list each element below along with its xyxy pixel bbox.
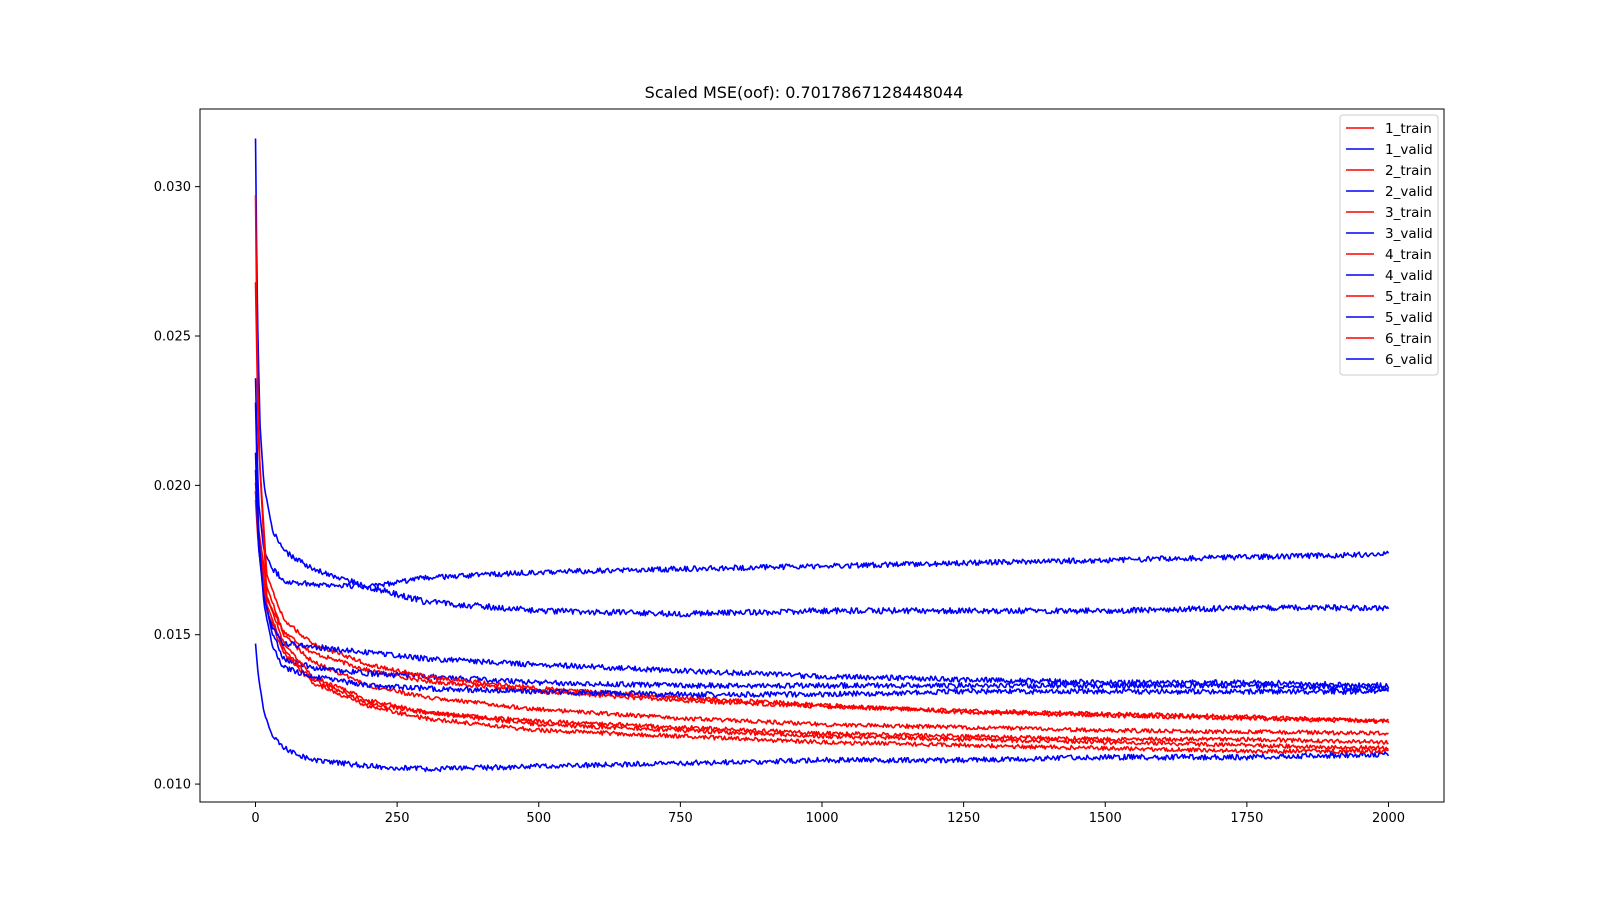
legend-label: 2_valid bbox=[1385, 184, 1433, 200]
series-line-3_valid bbox=[254, 643, 1390, 773]
x-tick-label: 250 bbox=[385, 811, 410, 826]
legend-label: 2_train bbox=[1385, 163, 1432, 179]
series-line-4_train bbox=[254, 491, 1389, 751]
series-line-5_train bbox=[254, 499, 1389, 755]
series-line-4_valid bbox=[254, 138, 1390, 590]
legend-label: 1_train bbox=[1385, 121, 1432, 137]
legend-label: 1_valid bbox=[1385, 142, 1433, 158]
legend-label: 3_train bbox=[1385, 205, 1432, 221]
legend-entry-2_valid: 2_valid bbox=[1346, 184, 1433, 200]
x-tick-label: 1750 bbox=[1230, 811, 1263, 826]
series-line-3_train bbox=[254, 282, 1389, 724]
legend-entry-3_train: 3_train bbox=[1346, 205, 1432, 221]
legend-entry-4_valid: 4_valid bbox=[1346, 268, 1433, 284]
x-tick-label: 750 bbox=[668, 811, 693, 826]
legend-entry-1_valid: 1_valid bbox=[1346, 142, 1433, 158]
legend-entry-6_valid: 6_valid bbox=[1346, 352, 1433, 368]
x-tick-label: 1000 bbox=[805, 811, 838, 826]
series-line-1_valid bbox=[254, 378, 1390, 618]
chart-title: Scaled MSE(oof): 0.7017867128448044 bbox=[645, 83, 964, 102]
legend-label: 3_valid bbox=[1385, 226, 1433, 242]
legend-label: 6_valid bbox=[1385, 352, 1433, 368]
legend: 1_train 1_valid 2_train 2_valid 3_train 3_val… bbox=[1339, 114, 1439, 376]
legend-label: 5_valid bbox=[1385, 310, 1433, 326]
axes-layer: 0 250 500 750 1000 1250 1500 1750 2000 0.010 0.015… bbox=[154, 108, 1445, 826]
legend-label: 5_train bbox=[1385, 289, 1432, 305]
legend-label: 4_train bbox=[1385, 247, 1432, 263]
x-tick-label: 1250 bbox=[947, 811, 980, 826]
x-tick-label: 1500 bbox=[1089, 811, 1122, 826]
x-tick-label: 0 bbox=[251, 811, 259, 826]
legend-entry-2_train: 2_train bbox=[1346, 163, 1432, 179]
series-line-5_valid bbox=[254, 469, 1390, 689]
y-tick-label: 0.015 bbox=[154, 628, 191, 643]
series-line-2_train bbox=[254, 482, 1389, 736]
x-tick-label: 500 bbox=[526, 811, 551, 826]
y-tick-label: 0.030 bbox=[154, 180, 191, 195]
legend-entry-5_train: 5_train bbox=[1346, 289, 1432, 305]
y-tick-label: 0.010 bbox=[154, 778, 191, 793]
legend-entry-3_valid: 3_valid bbox=[1346, 226, 1433, 242]
legend-label: 4_valid bbox=[1385, 268, 1433, 284]
legend-box bbox=[1339, 114, 1439, 376]
legend-label: 6_train bbox=[1385, 331, 1432, 347]
legend-entry-6_train: 6_train bbox=[1346, 331, 1432, 347]
series-layer bbox=[254, 138, 1390, 773]
series-line-2_valid bbox=[254, 452, 1390, 692]
series-line-6_train bbox=[254, 195, 1389, 745]
legend-entry-5_valid: 5_valid bbox=[1346, 310, 1433, 326]
series-line-6_valid bbox=[254, 402, 1390, 698]
legend-entry-4_train: 4_train bbox=[1346, 247, 1432, 263]
y-tick-label: 0.025 bbox=[154, 330, 191, 345]
y-tick-label: 0.020 bbox=[154, 479, 191, 494]
x-tick-label: 2000 bbox=[1372, 811, 1405, 826]
legend-entry-1_train: 1_train bbox=[1346, 121, 1432, 137]
